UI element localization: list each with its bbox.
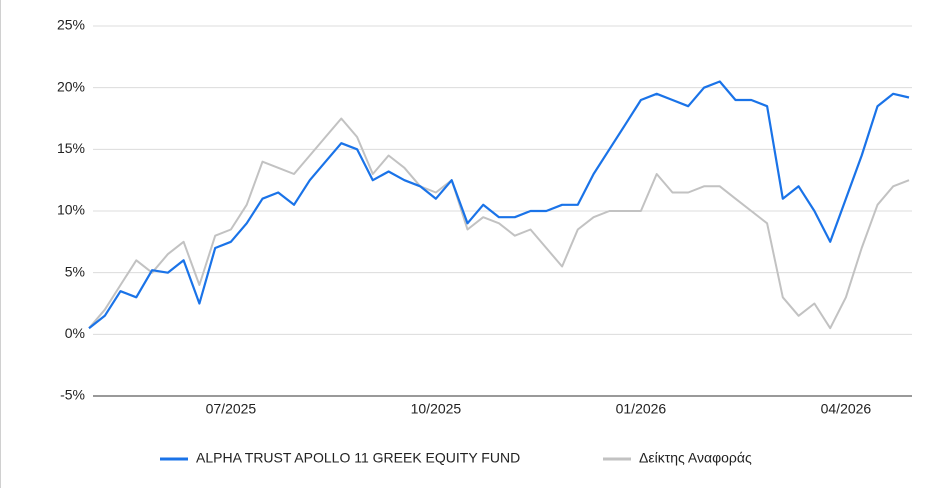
y-tick-label: 20%: [57, 78, 85, 94]
y-tick-label: 15%: [57, 140, 85, 156]
y-tick-label: 25%: [57, 17, 85, 33]
y-tick-label: 5%: [65, 263, 85, 279]
x-tick-label: 04/2026: [821, 401, 872, 417]
x-tick-label: 01/2026: [616, 401, 667, 417]
legend: ALPHA TRUST APOLLO 11 GREEK EQUITY FUND Δ…: [160, 450, 752, 466]
legend-label: Δείκτης Αναφοράς: [639, 450, 752, 466]
series-line: [88, 117, 910, 330]
legend-label: ALPHA TRUST APOLLO 11 GREEK EQUITY FUND: [196, 450, 520, 466]
series-line: [88, 80, 910, 330]
y-tick-label: -5%: [60, 387, 85, 403]
y-tick-label: 10%: [57, 202, 85, 218]
x-tick-label: 10/2025: [411, 401, 462, 417]
x-tick-label: 07/2025: [206, 401, 257, 417]
y-tick-label: 0%: [65, 325, 85, 341]
